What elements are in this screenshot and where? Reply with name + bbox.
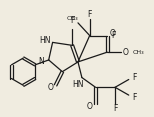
- Text: F: F: [87, 10, 92, 19]
- Text: F: F: [70, 16, 74, 25]
- Text: F: F: [132, 73, 137, 82]
- Text: HN: HN: [72, 80, 84, 89]
- Text: N: N: [38, 57, 44, 66]
- Text: CH₃: CH₃: [66, 16, 78, 21]
- Text: O: O: [123, 48, 129, 57]
- Text: O: O: [87, 102, 93, 111]
- Text: F: F: [113, 104, 117, 113]
- Text: O: O: [109, 29, 115, 38]
- Text: CH₃: CH₃: [133, 50, 144, 55]
- Text: F: F: [111, 31, 115, 40]
- Text: O: O: [48, 83, 54, 92]
- Text: F: F: [132, 93, 137, 102]
- Text: HN: HN: [39, 36, 51, 45]
